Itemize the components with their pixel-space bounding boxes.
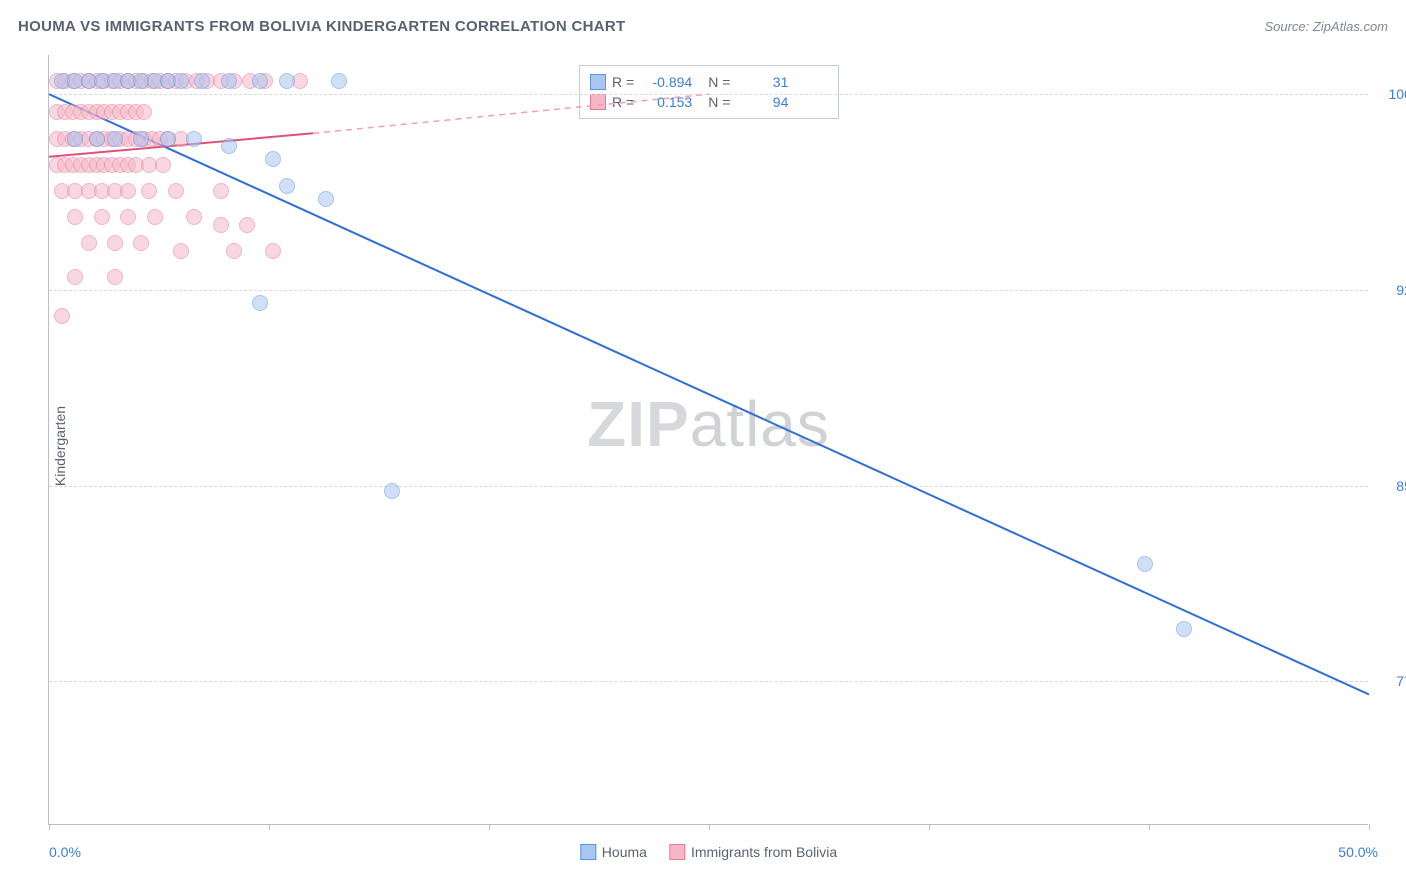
- y-tick-label: 77.5%: [1396, 673, 1406, 689]
- data-point: [120, 209, 136, 225]
- x-tick: [1149, 824, 1150, 830]
- data-point: [279, 178, 295, 194]
- data-point: [160, 131, 176, 147]
- x-tick: [709, 824, 710, 830]
- scatter-chart: ZIPatlas R = -0.894 N = 31 R = 0.153 N =…: [48, 55, 1368, 825]
- data-point: [186, 209, 202, 225]
- watermark-light: atlas: [690, 388, 830, 460]
- legend-item-bolivia: Immigrants from Bolivia: [669, 844, 837, 860]
- data-point: [1176, 621, 1192, 637]
- data-point: [213, 183, 229, 199]
- legend-swatch-bolivia: [669, 844, 685, 860]
- x-axis-min-label: 0.0%: [49, 844, 81, 860]
- data-point: [67, 209, 83, 225]
- data-point: [155, 157, 171, 173]
- swatch-bolivia: [590, 94, 606, 110]
- legend-swatch-houma: [580, 844, 596, 860]
- n-value-bolivia: 94: [736, 94, 788, 110]
- x-axis-max-label: 50.0%: [1338, 844, 1378, 860]
- chart-source: Source: ZipAtlas.com: [1264, 19, 1388, 34]
- n-value-houma: 31: [736, 74, 788, 90]
- data-point: [67, 131, 83, 147]
- n-label: N =: [708, 74, 730, 90]
- r-value-houma: -0.894: [640, 74, 692, 90]
- data-point: [173, 73, 189, 89]
- data-point: [221, 73, 237, 89]
- chart-title: HOUMA VS IMMIGRANTS FROM BOLIVIA KINDERG…: [18, 18, 626, 35]
- r-label: R =: [612, 94, 634, 110]
- data-point: [133, 235, 149, 251]
- data-point: [331, 73, 347, 89]
- y-tick-label: 100.0%: [1389, 86, 1406, 102]
- stats-row-houma: R = -0.894 N = 31: [590, 72, 828, 92]
- data-point: [107, 235, 123, 251]
- stats-legend: R = -0.894 N = 31 R = 0.153 N = 94: [579, 65, 839, 119]
- series-legend: Houma Immigrants from Bolivia: [580, 844, 837, 860]
- data-point: [54, 308, 70, 324]
- data-point: [107, 269, 123, 285]
- data-point: [89, 131, 105, 147]
- x-tick: [489, 824, 490, 830]
- data-point: [194, 73, 210, 89]
- data-point: [67, 269, 83, 285]
- data-point: [147, 209, 163, 225]
- data-point: [318, 191, 334, 207]
- y-tick-label: 85.0%: [1396, 478, 1406, 494]
- data-point: [252, 73, 268, 89]
- data-point: [141, 183, 157, 199]
- data-point: [279, 73, 295, 89]
- trend-lines: [49, 55, 1369, 825]
- data-point: [1137, 556, 1153, 572]
- data-point: [168, 183, 184, 199]
- data-point: [173, 243, 189, 259]
- legend-label-houma: Houma: [602, 844, 647, 860]
- watermark-bold: ZIP: [587, 388, 690, 460]
- data-point: [81, 235, 97, 251]
- swatch-houma: [590, 74, 606, 90]
- x-tick: [269, 824, 270, 830]
- data-point: [133, 131, 149, 147]
- data-point: [94, 209, 110, 225]
- r-label: R =: [612, 74, 634, 90]
- grid-line: [49, 290, 1368, 291]
- r-value-bolivia: 0.153: [640, 94, 692, 110]
- chart-header: HOUMA VS IMMIGRANTS FROM BOLIVIA KINDERG…: [18, 18, 1388, 35]
- data-point: [265, 151, 281, 167]
- data-point: [265, 243, 281, 259]
- x-tick: [49, 824, 50, 830]
- legend-item-houma: Houma: [580, 844, 647, 860]
- data-point: [226, 243, 242, 259]
- data-point: [252, 295, 268, 311]
- x-tick: [1369, 824, 1370, 830]
- data-point: [213, 217, 229, 233]
- data-point: [107, 131, 123, 147]
- watermark: ZIPatlas: [587, 387, 830, 461]
- legend-label-bolivia: Immigrants from Bolivia: [691, 844, 837, 860]
- x-tick: [929, 824, 930, 830]
- data-point: [136, 104, 152, 120]
- n-label: N =: [708, 94, 730, 110]
- data-point: [120, 183, 136, 199]
- data-point: [384, 483, 400, 499]
- y-tick-label: 92.5%: [1396, 282, 1406, 298]
- data-point: [221, 138, 237, 154]
- grid-line: [49, 486, 1368, 487]
- data-point: [239, 217, 255, 233]
- grid-line: [49, 681, 1368, 682]
- data-point: [186, 131, 202, 147]
- grid-line: [49, 94, 1368, 95]
